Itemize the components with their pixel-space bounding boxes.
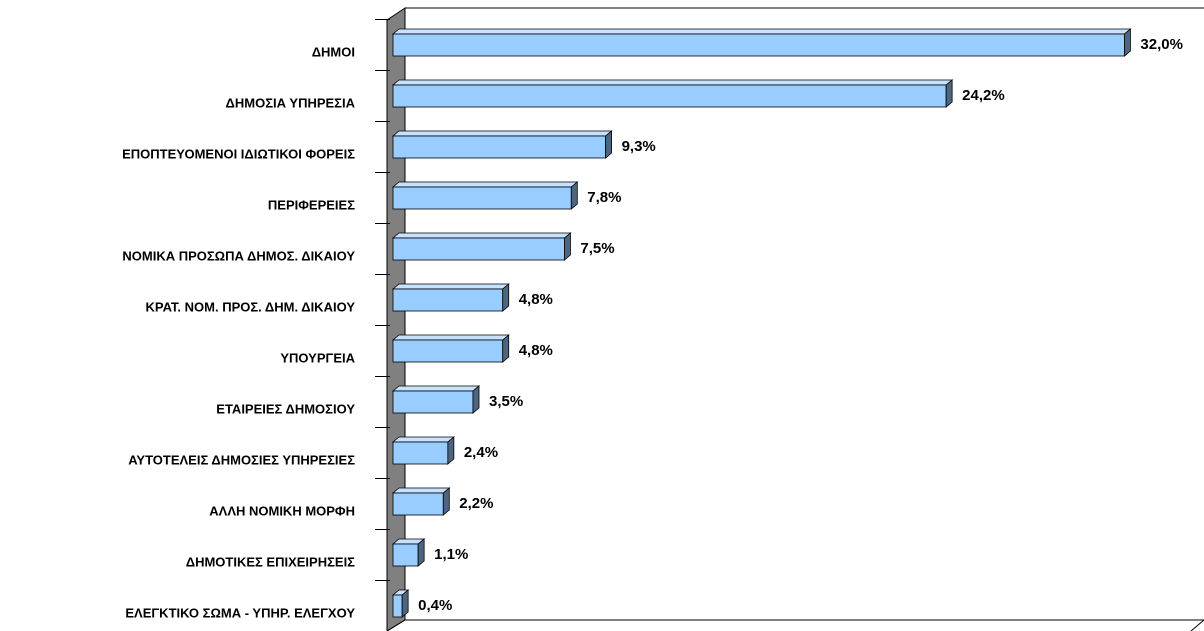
bar-front — [392, 186, 572, 210]
y-tick-label: ΕΠΟΠΤΕΥΟΜΕΝΟΙ ΙΔΙΩΤΙΚΟΙ ΦΟΡΕΙΣ — [122, 146, 355, 161]
bar-side — [564, 232, 571, 261]
bar-side — [605, 130, 612, 159]
y-tick-label: ΔΗΜΟΙ — [312, 44, 355, 59]
y-tick-label: ΑΥΤΟΤΕΛΕΙΣ ΔΗΜΟΣΙΕΣ ΥΠΗΡΕΣΙΕΣ — [128, 452, 355, 467]
bar-front — [392, 84, 947, 108]
bar-top — [391, 130, 613, 137]
bar-top — [391, 385, 481, 392]
y-tick-label: ΔΗΜΟΤΙΚΕΣ ΕΠΙΧΕΙΡΗΣΕΙΣ — [186, 554, 355, 569]
bar — [391, 283, 510, 312]
bar — [391, 436, 455, 465]
bar — [391, 28, 1132, 57]
bar — [391, 232, 572, 261]
bar-front — [392, 135, 606, 159]
value-label: 9,3% — [622, 138, 656, 155]
y-tick-label: ΚΡΑΤ. ΝΟΜ. ΠΡΟΣ. ΔΗΜ. ΔΙΚΑΙΟΥ — [146, 299, 356, 314]
bar-side — [401, 589, 409, 618]
bar-front — [392, 594, 403, 618]
bar-side — [417, 538, 425, 567]
bar-front — [392, 288, 504, 312]
bar-front — [392, 390, 474, 414]
bar — [391, 181, 579, 210]
value-label: 0,4% — [418, 597, 452, 614]
bar-side — [472, 385, 480, 414]
bar-top — [391, 334, 510, 341]
bar-side — [447, 436, 455, 465]
bar-side — [502, 283, 510, 312]
y-tick-label: ΝΟΜΙΚΑ ΠΡΟΣΩΠΑ ΔΗΜΟΣ. ΔΙΚΑΙΟΥ — [122, 248, 355, 263]
bar-top — [391, 436, 455, 443]
y-tick-label: ΕΤΑΙΡΕΙΕΣ ΔΗΜΟΣΙΟΥ — [216, 401, 355, 416]
bar — [391, 385, 481, 414]
value-label: 2,2% — [459, 495, 493, 512]
bar-side — [502, 334, 510, 363]
bar-side — [442, 487, 450, 516]
bar — [391, 334, 510, 363]
y-tick-label: ΔΗΜΟΣΙΑ ΥΠΗΡΕΣΙΑ — [226, 95, 356, 110]
bar-top — [391, 79, 954, 86]
bar-top — [391, 487, 451, 494]
bar — [391, 130, 613, 159]
bar-front — [392, 33, 1125, 57]
bar — [391, 79, 954, 108]
bar-top — [391, 28, 1132, 35]
bar-top — [391, 181, 579, 188]
bar — [391, 538, 426, 567]
value-label: 24,2% — [962, 87, 1005, 104]
value-label: 4,8% — [519, 342, 553, 359]
floor-edge — [1190, 619, 1204, 631]
bar-top — [391, 283, 510, 290]
bar-side — [945, 79, 953, 108]
y-tick-label: ΥΠΟΥΡΓΕΙΑ — [280, 350, 355, 365]
bar-front — [392, 237, 565, 261]
bar-front — [392, 492, 444, 516]
bar-front — [392, 339, 504, 363]
bar-front — [392, 543, 419, 567]
bar-top — [391, 232, 572, 239]
value-label: 7,8% — [587, 189, 621, 206]
value-label: 7,5% — [580, 240, 614, 257]
value-label: 4,8% — [519, 291, 553, 308]
bar — [391, 589, 410, 618]
bar — [391, 487, 451, 516]
y-tick-label: ΑΛΛΗ ΝΟΜΙΚΗ ΜΟΡΦΗ — [209, 503, 355, 518]
value-label: 3,5% — [489, 393, 523, 410]
floor-edge — [386, 619, 406, 631]
bar-side — [1124, 28, 1131, 57]
bar-side — [570, 181, 578, 210]
bar-front — [392, 441, 449, 465]
y-tick-label: ΕΛΕΓΚΤΙΚΟ ΣΩΜΑ - ΥΠΗΡ. ΕΛΕΓΧΟΥ — [125, 605, 355, 620]
value-label: 2,4% — [464, 444, 498, 461]
value-label: 1,1% — [434, 546, 468, 563]
y-tick-label: ΠΕΡΙΦΕΡΕΙΕΣ — [268, 197, 355, 212]
value-label: 32,0% — [1140, 36, 1183, 53]
